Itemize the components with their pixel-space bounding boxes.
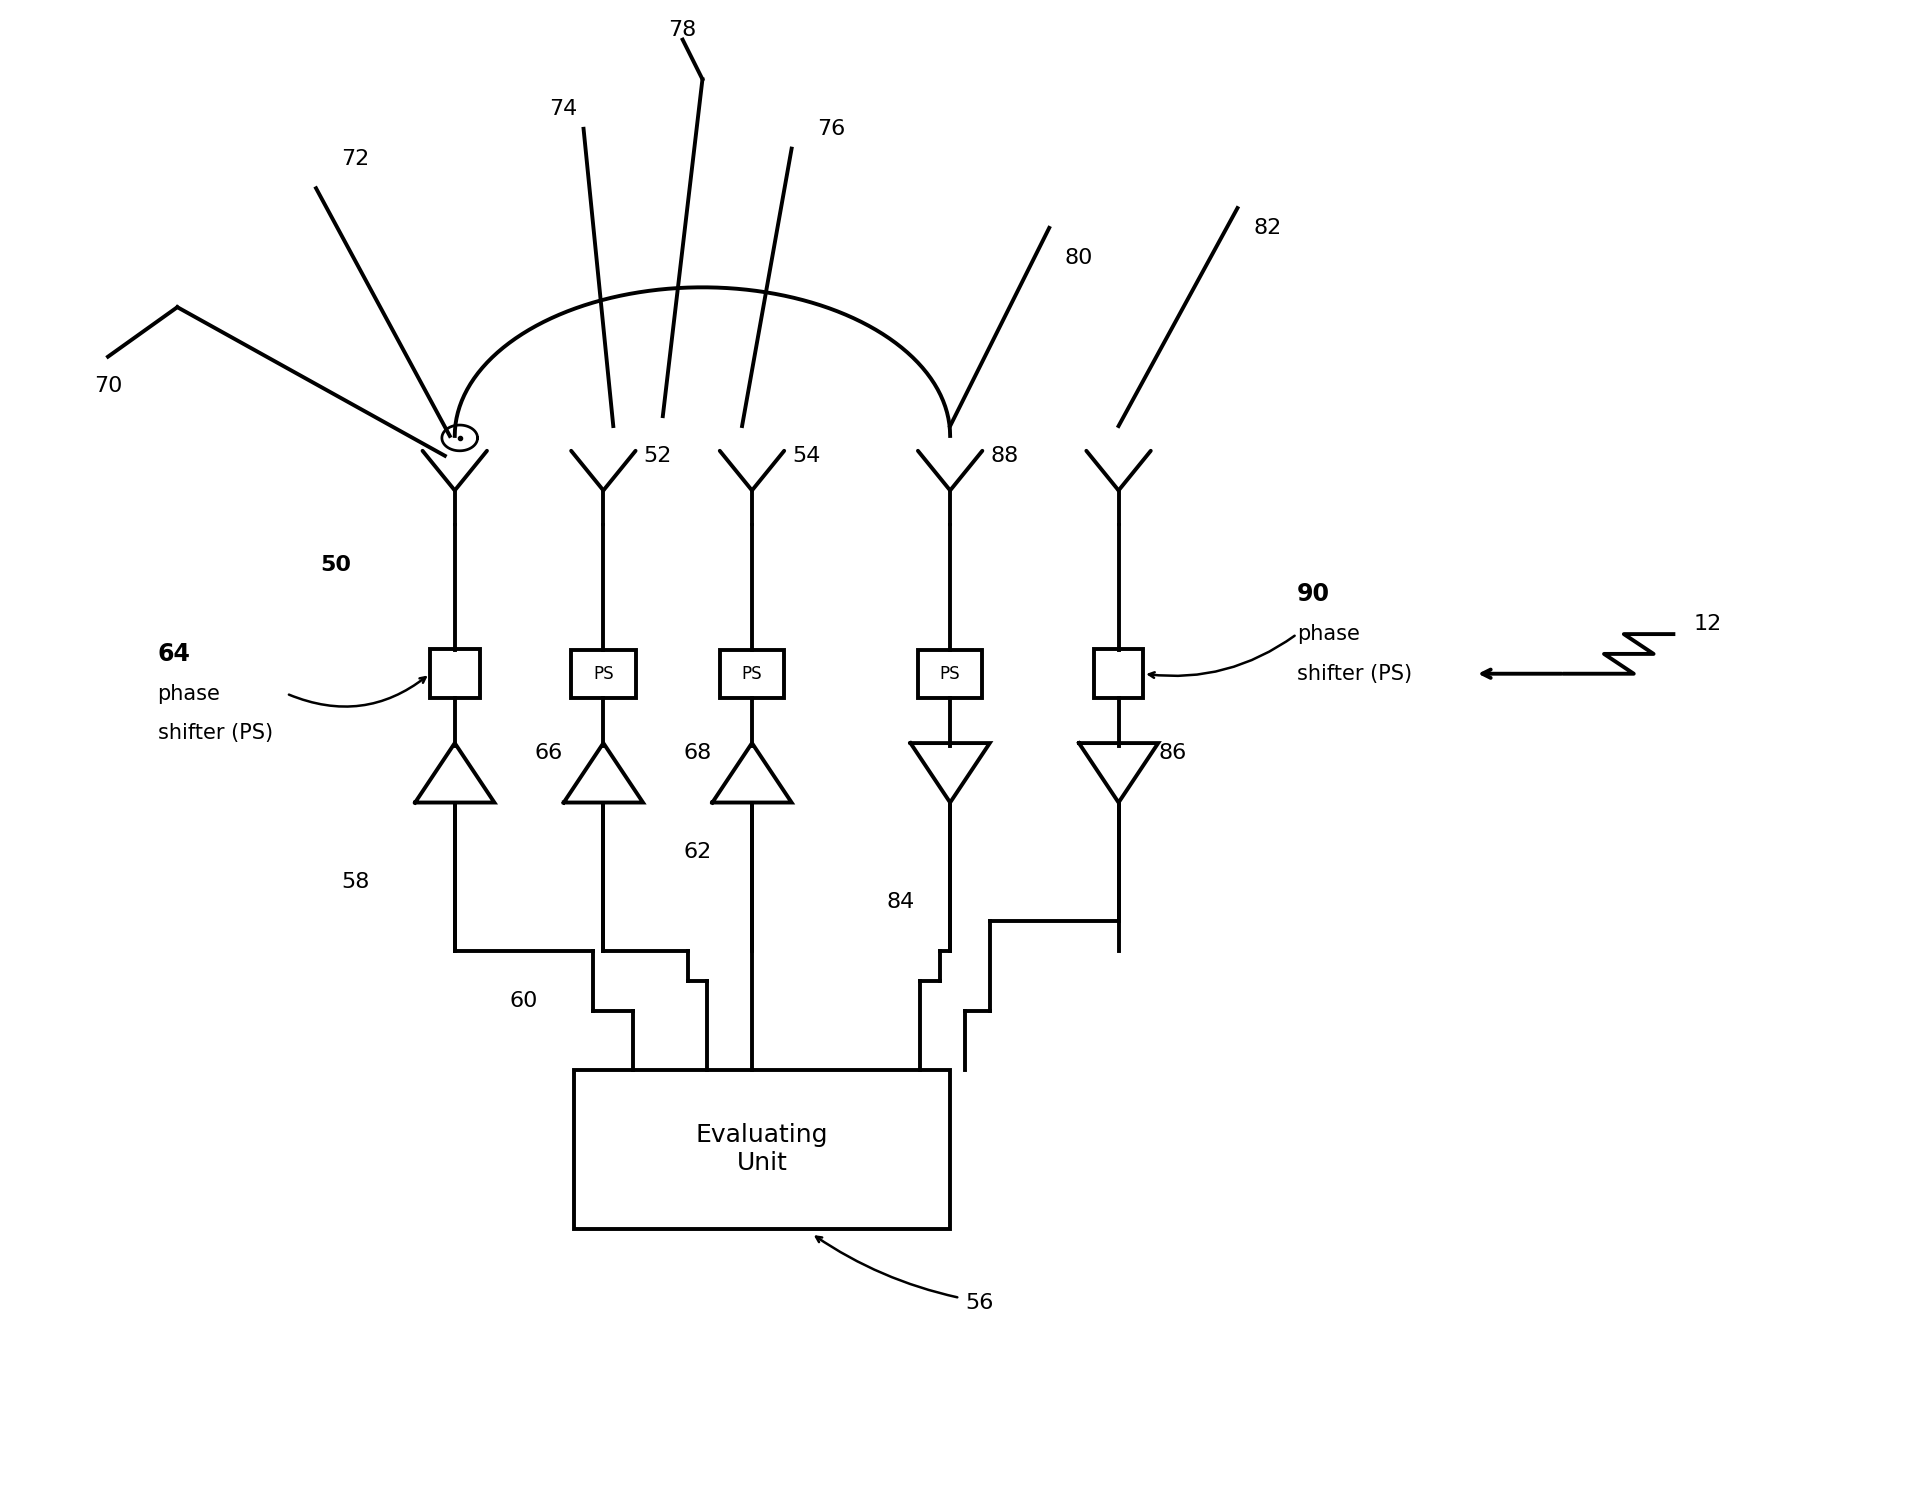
Text: 74: 74: [550, 99, 579, 119]
Text: 66: 66: [534, 742, 563, 764]
Text: PS: PS: [592, 664, 613, 682]
Text: 50: 50: [320, 555, 351, 574]
Text: 82: 82: [1254, 218, 1281, 237]
Bar: [720, 649, 785, 697]
Text: 78: 78: [669, 20, 696, 39]
Text: 58: 58: [341, 872, 370, 891]
Text: shifter (PS): shifter (PS): [1296, 664, 1412, 684]
Text: PS: PS: [939, 664, 961, 682]
Bar: [918, 649, 982, 697]
Text: 86: 86: [1159, 742, 1186, 764]
Text: 76: 76: [818, 119, 845, 138]
Bar: [1094, 649, 1144, 699]
Text: phase: phase: [158, 684, 220, 703]
Text: 84: 84: [887, 891, 914, 912]
Text: 90: 90: [1296, 583, 1329, 607]
Text: 80: 80: [1065, 248, 1094, 268]
Text: 88: 88: [990, 446, 1019, 466]
Text: 68: 68: [683, 742, 712, 764]
Bar: [571, 649, 635, 697]
Text: 64: 64: [158, 642, 191, 666]
Text: 54: 54: [793, 446, 820, 466]
Bar: [573, 1070, 951, 1228]
Text: phase: phase: [1296, 624, 1360, 645]
Text: 62: 62: [683, 842, 712, 863]
Text: 60: 60: [509, 990, 538, 1010]
Text: 70: 70: [95, 376, 122, 397]
Text: 56: 56: [966, 1293, 993, 1312]
Text: PS: PS: [741, 664, 762, 682]
Text: 52: 52: [644, 446, 671, 466]
Text: Evaluating
Unit: Evaluating Unit: [696, 1123, 828, 1175]
Bar: [430, 649, 480, 699]
Text: shifter (PS): shifter (PS): [158, 723, 272, 742]
Text: 12: 12: [1694, 615, 1721, 634]
Text: 72: 72: [341, 149, 370, 168]
